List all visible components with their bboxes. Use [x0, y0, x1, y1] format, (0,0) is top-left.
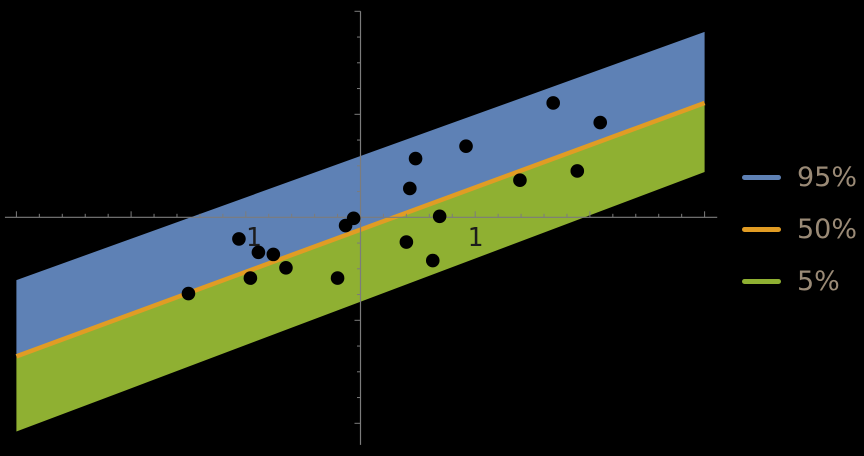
- data-point: [330, 271, 345, 285]
- legend-line-5-icon: [742, 278, 781, 284]
- legend-item-50: 50%: [742, 203, 857, 255]
- data-point: [403, 181, 417, 196]
- data-point: [546, 96, 560, 110]
- legend: 95% 50% 5%: [742, 151, 857, 307]
- x-tick-label: 1: [467, 223, 483, 253]
- legend-label-5: 5%: [797, 265, 840, 297]
- data-point: [432, 209, 447, 224]
- legend-item-95: 95%: [742, 151, 857, 203]
- data-point: [181, 286, 196, 301]
- legend-line-95-icon: [742, 174, 781, 180]
- data-point: [232, 232, 246, 246]
- data-point: [266, 247, 281, 262]
- data-point: [251, 245, 266, 260]
- data-point: [593, 115, 608, 130]
- data-point: [399, 235, 414, 249]
- data-point: [570, 164, 585, 178]
- legend-item-5: 5%: [742, 255, 857, 307]
- data-point: [279, 260, 293, 275]
- legend-label-95: 95%: [797, 161, 858, 193]
- legend-line-50-icon: [742, 226, 781, 232]
- data-point: [459, 139, 473, 154]
- data-point: [425, 253, 440, 268]
- data-point: [408, 151, 423, 166]
- data-point: [513, 173, 527, 188]
- data-point: [346, 211, 361, 226]
- legend-label-50: 50%: [797, 213, 858, 245]
- data-point: [243, 271, 258, 285]
